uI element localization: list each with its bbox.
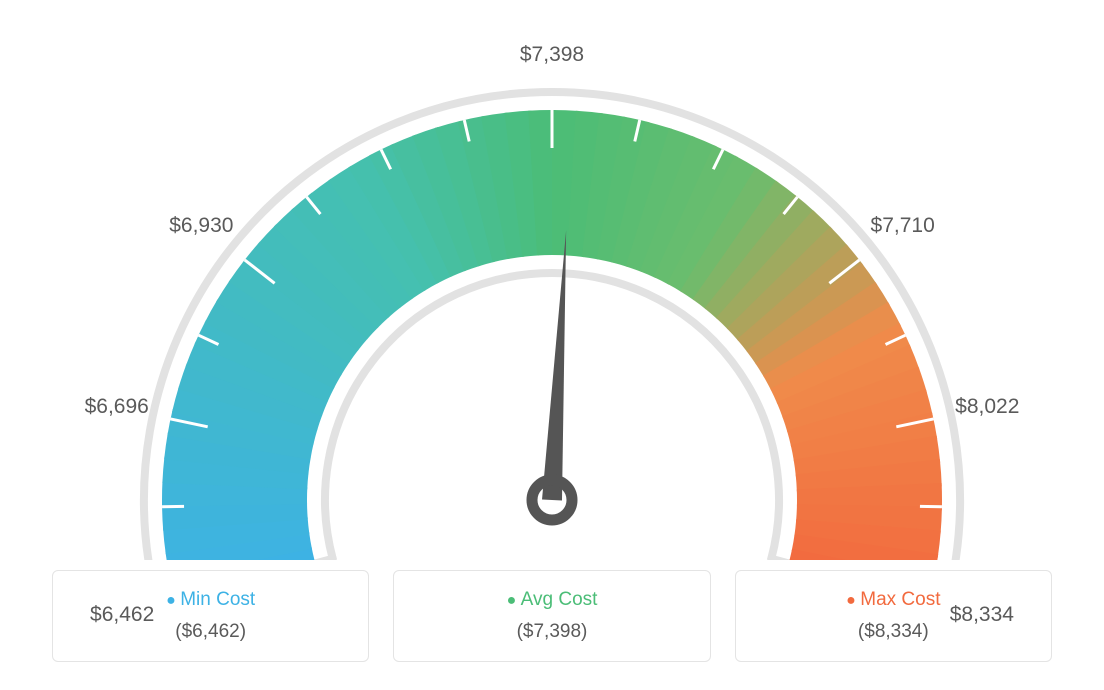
gauge-tick-label: $7,710 (871, 214, 935, 238)
legend-title: Avg Cost (404, 589, 699, 611)
gauge-tick-label: $8,022 (955, 395, 1019, 419)
gauge-svg (52, 20, 1052, 560)
gauge-container: $6,462$6,696$6,930$7,398$7,710$8,022$8,3… (52, 20, 1052, 560)
gauge-tick-label: $7,398 (520, 43, 584, 67)
legend-card: Avg Cost ($7,398) (393, 570, 710, 662)
gauge-tick-label: $8,334 (950, 603, 1014, 627)
gauge-tick-label: $6,930 (169, 214, 233, 238)
gauge-tick-label: $6,696 (85, 395, 149, 419)
gauge-tick-label: $6,462 (90, 603, 154, 627)
legend-row: Min Cost($6,462)Avg Cost($7,398)Max Cost… (52, 570, 1052, 662)
legend-value: ($7,398) (404, 621, 699, 643)
